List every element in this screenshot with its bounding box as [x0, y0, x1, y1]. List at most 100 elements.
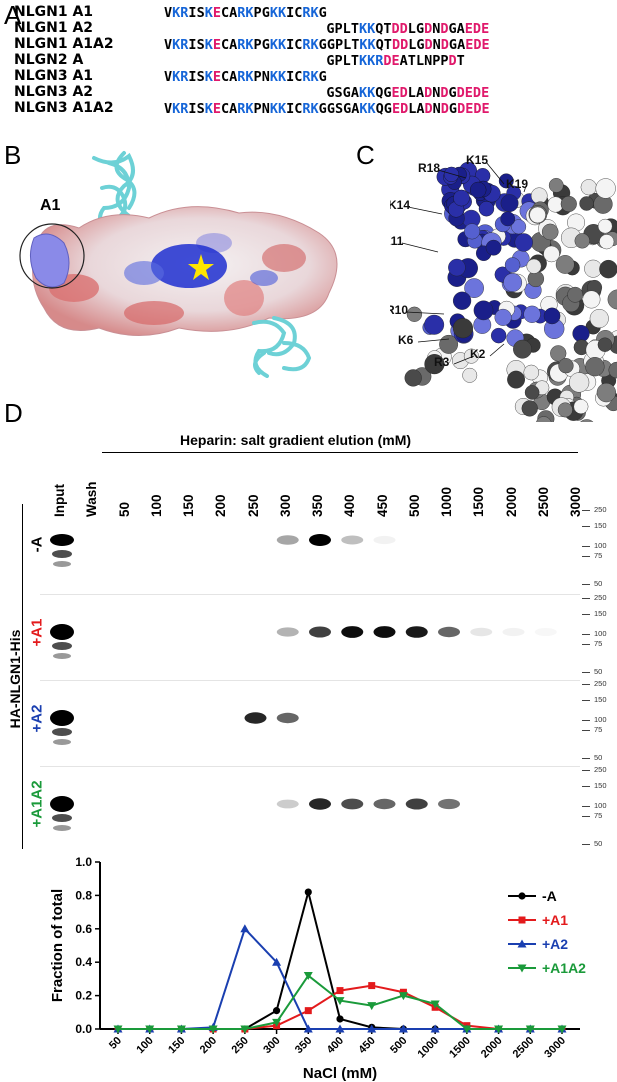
blot-band: [52, 550, 72, 558]
residue-label: R10: [390, 303, 408, 317]
sequence-name: NLGN3 A1: [14, 68, 94, 84]
blot-band: [276, 799, 299, 809]
residue-label: R3: [434, 355, 450, 369]
sequence-residues: VKRISKECARKPNKKICRKGGSGAKKQGEDLADNDGDEDE: [164, 101, 490, 117]
x-tick-label: 1000: [415, 1035, 441, 1061]
blot-row-separator: [40, 766, 580, 767]
ribbon-domain-lower: [252, 316, 312, 378]
legend-label: +A1: [542, 912, 568, 928]
blot-band: [53, 561, 71, 567]
y-tick-label: 1.0: [75, 855, 92, 869]
blot-band: [405, 626, 428, 638]
data-point: [272, 1007, 281, 1015]
blot-band: [534, 627, 557, 637]
blot-band: [50, 624, 74, 640]
x-tick-label: 400: [325, 1035, 346, 1056]
residue-label: K19: [506, 177, 528, 191]
data-point: [494, 1025, 504, 1034]
blot-strip: [50, 796, 460, 831]
x-tick-label: 100: [134, 1035, 155, 1056]
blot-band: [309, 534, 331, 546]
y-tick-label: 0.0: [75, 1022, 92, 1036]
data-point: [145, 1025, 155, 1034]
blot-band: [50, 710, 74, 726]
mw-label: 250: [594, 593, 607, 602]
mw-tick: [582, 684, 590, 685]
panel-d-letter: D: [4, 398, 23, 428]
mw-tick: [582, 556, 590, 557]
y-tick-label: 0.4: [75, 955, 92, 969]
panel-c-letter: C: [356, 140, 375, 170]
y-axis-label: Fraction of total: [49, 889, 66, 1002]
space-filling-model: R18 K15 K19 K14 K11 R10 K6 K2 R3: [390, 153, 617, 422]
series-0: [114, 888, 566, 1033]
data-point: [557, 1025, 567, 1034]
sequence-name: NLGN2 A: [14, 52, 84, 68]
blot-band: [276, 627, 299, 637]
sequence-residues: VKRISKECARKPNKKICRKG: [164, 69, 327, 85]
a1-region-label: A1: [40, 197, 61, 214]
mw-label: 75: [594, 811, 603, 820]
sequence-residues: GSGAKKQGEDLADNDGDEDE: [326, 85, 490, 101]
mw-tick: [582, 700, 590, 701]
legend-label: -A: [542, 888, 557, 904]
mw-label: 75: [594, 551, 603, 560]
sequence-name: NLGN1 A1: [14, 4, 94, 20]
sequence-name: NLGN3 A1A2: [14, 100, 114, 116]
sequence-name: NLGN1 A1A2: [14, 36, 114, 52]
data-point: [430, 1000, 440, 1009]
mw-tick: [582, 816, 590, 817]
x-tick-label: 1500: [447, 1035, 473, 1061]
mw-label: 100: [594, 541, 607, 550]
mw-tick: [582, 634, 590, 635]
x-tick-label: 500: [388, 1035, 409, 1056]
mw-label: 250: [594, 505, 607, 514]
elution-profile-chart: 0.0 0.2 0.4 0.6 0.8 1.0 50 100 150 200 250 300 350 40…: [49, 855, 586, 1082]
blot-band: [52, 728, 72, 736]
mw-label: 50: [594, 667, 603, 676]
residue-label: K15: [466, 153, 488, 167]
blot-band: [276, 712, 299, 724]
y-tick-label: 0.8: [75, 888, 92, 902]
mw-tick: [582, 598, 590, 599]
blot-band: [438, 798, 460, 810]
blot-band: [50, 796, 74, 812]
residue-label: R18: [418, 161, 440, 175]
blot-title-rule: [102, 452, 578, 453]
panel-b-letter: B: [4, 140, 22, 170]
mw-label: 250: [594, 765, 607, 774]
x-axis-label: NaCl (mM): [303, 1065, 377, 1082]
blot-band: [244, 712, 267, 724]
mw-tick: [582, 614, 590, 615]
surface-patches: [49, 233, 306, 325]
mw-tick: [582, 786, 590, 787]
blot-band: [470, 627, 493, 637]
blot-band: [53, 825, 71, 831]
mw-label: 75: [594, 639, 603, 648]
mw-tick: [582, 730, 590, 731]
chart-legend: -A +A1 +A2 +A1A2: [508, 888, 586, 976]
data-point: [367, 1002, 377, 1011]
mw-tick: [582, 758, 590, 759]
data-point: [113, 1025, 123, 1034]
blot-band: [52, 642, 72, 650]
mw-tick: [582, 720, 590, 721]
mw-label: 50: [594, 839, 603, 848]
mw-label: 100: [594, 629, 607, 638]
mw-label: 50: [594, 753, 603, 762]
data-point: [303, 1024, 313, 1033]
a1-domain-surface: [30, 233, 70, 288]
blot-band: [341, 798, 364, 810]
x-tick-label: 300: [261, 1035, 282, 1056]
x-tick-label: 2500: [511, 1035, 537, 1061]
binding-site-star: [188, 254, 214, 280]
data-point: [272, 957, 282, 966]
sequence-residues: VKRISKECARKPGKKICRKG: [164, 5, 327, 21]
data-point: [367, 1024, 377, 1033]
mw-tick: [582, 844, 590, 845]
data-point: [272, 1018, 282, 1027]
x-tick-label: 200: [198, 1035, 219, 1056]
data-point: [430, 1024, 440, 1033]
blot-band: [502, 627, 525, 637]
mw-tick: [582, 584, 590, 585]
